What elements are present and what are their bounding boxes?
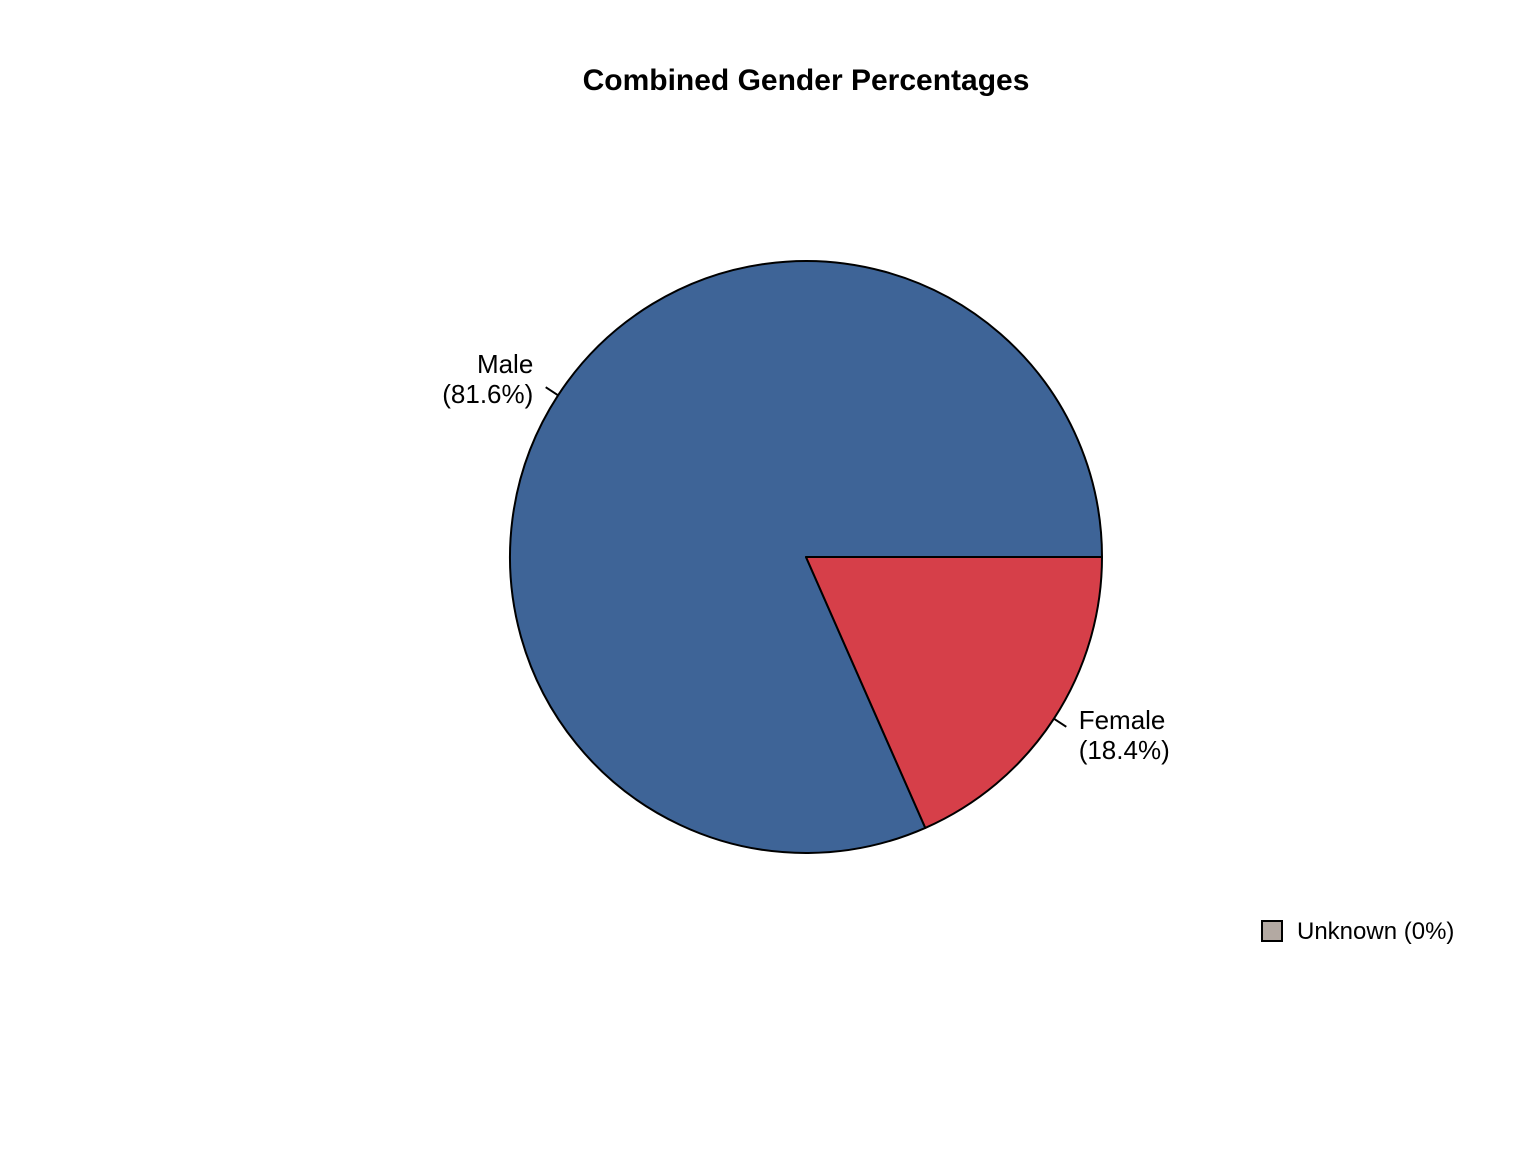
label-leader-female [1053,717,1067,728]
label-leader-male [545,386,559,397]
legend-swatch-unknown [1261,920,1283,942]
legend-label-unknown: Unknown (0%) [1297,918,1454,945]
pie-slices-group: Male (81.6%) Female (18.4%) [442,260,1170,854]
slice-label-male: Male (81.6%) [442,349,533,409]
legend: Unknown (0%) [1261,918,1454,945]
slice-label-female: Female (18.4%) [1079,705,1170,765]
chart-title: Combined Gender Percentages [583,64,1030,97]
